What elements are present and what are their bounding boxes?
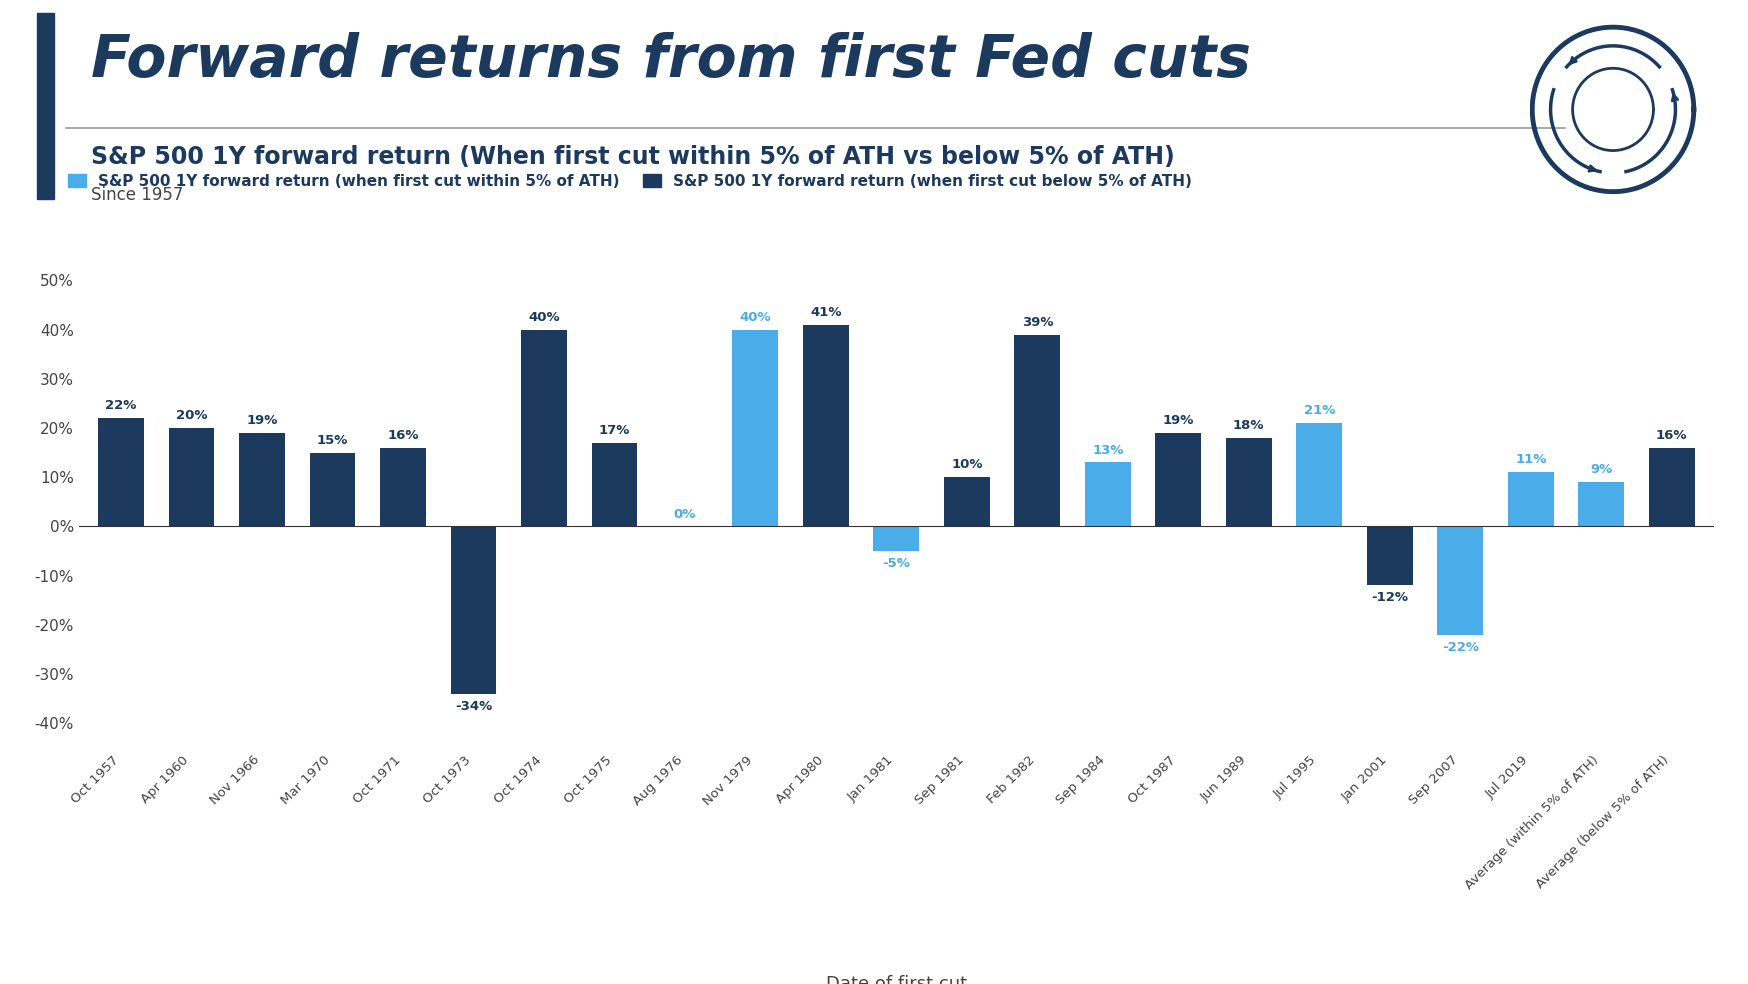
Text: Source: Ritholtz Wealth Management, data via YCharts: Source: Ritholtz Wealth Management, data… bbox=[31, 830, 357, 842]
Bar bbox=[1155, 433, 1201, 526]
Bar bbox=[944, 477, 989, 526]
Text: 19%: 19% bbox=[1162, 414, 1194, 427]
Text: 17%: 17% bbox=[598, 424, 629, 437]
Text: wealth management: wealth management bbox=[1398, 917, 1570, 935]
Bar bbox=[802, 325, 848, 526]
Text: Since 1957: Since 1957 bbox=[91, 186, 184, 204]
Text: 40%: 40% bbox=[528, 311, 559, 324]
Bar bbox=[1367, 526, 1412, 585]
Text: -5%: -5% bbox=[883, 557, 909, 570]
Text: 10%: 10% bbox=[951, 459, 982, 471]
Bar bbox=[1084, 462, 1131, 526]
Bar bbox=[1295, 423, 1341, 526]
Bar bbox=[379, 448, 425, 526]
Bar bbox=[1648, 448, 1694, 526]
Text: 41%: 41% bbox=[809, 306, 841, 319]
Bar bbox=[732, 330, 778, 526]
Text: 16%: 16% bbox=[1655, 429, 1687, 442]
Text: -22%: -22% bbox=[1440, 641, 1477, 653]
Text: 20%: 20% bbox=[175, 409, 206, 422]
Bar bbox=[37, 13, 54, 199]
Text: 15%: 15% bbox=[316, 434, 348, 447]
Bar bbox=[1437, 526, 1482, 635]
Legend: S&P 500 1Y forward return (when first cut within 5% of ATH), S&P 500 1Y forward : S&P 500 1Y forward return (when first cu… bbox=[61, 167, 1197, 195]
Bar bbox=[98, 418, 143, 526]
Bar bbox=[872, 526, 919, 551]
Text: 22%: 22% bbox=[105, 400, 136, 412]
Text: 13%: 13% bbox=[1091, 444, 1122, 457]
Bar bbox=[168, 428, 215, 526]
Text: 39%: 39% bbox=[1021, 316, 1052, 329]
Bar bbox=[1225, 438, 1271, 526]
Bar bbox=[521, 330, 566, 526]
Bar bbox=[239, 433, 285, 526]
Text: 19%: 19% bbox=[246, 414, 278, 427]
Text: Forward returns from first Fed cuts: Forward returns from first Fed cuts bbox=[91, 32, 1250, 90]
Text: -12%: -12% bbox=[1370, 591, 1407, 604]
Text: RITHOLTZ: RITHOLTZ bbox=[1398, 857, 1547, 886]
Text: 40%: 40% bbox=[739, 311, 771, 324]
Text: 0%: 0% bbox=[673, 508, 696, 521]
Text: 18%: 18% bbox=[1232, 419, 1264, 432]
Text: Ritholtz Wealth Management is a Registered Investment Adviser. This presentation: Ritholtz Wealth Management is a Register… bbox=[31, 879, 946, 915]
Bar bbox=[1014, 335, 1059, 526]
Bar bbox=[591, 443, 636, 526]
Bar bbox=[1507, 472, 1552, 526]
Text: 16%: 16% bbox=[386, 429, 418, 442]
Text: S&P 500 1Y forward return (When first cut within 5% of ATH vs below 5% of ATH): S&P 500 1Y forward return (When first cu… bbox=[91, 145, 1175, 169]
X-axis label: Date of first cut: Date of first cut bbox=[825, 975, 967, 984]
Bar bbox=[309, 453, 355, 526]
Text: 21%: 21% bbox=[1302, 404, 1334, 417]
Bar bbox=[451, 526, 496, 694]
Text: 11%: 11% bbox=[1514, 454, 1545, 466]
Text: 9%: 9% bbox=[1589, 463, 1612, 476]
Text: -34%: -34% bbox=[454, 700, 491, 712]
Bar bbox=[1577, 482, 1624, 526]
